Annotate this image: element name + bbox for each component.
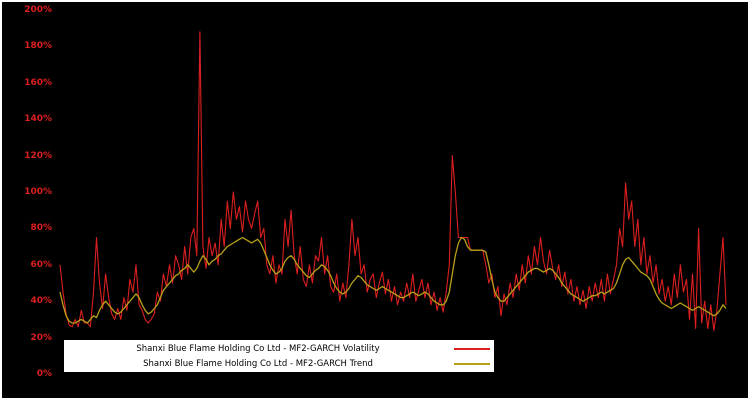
y-axis-label: 100% (24, 187, 52, 197)
y-axis-label: 160% (24, 77, 52, 88)
y-axis-label: 120% (24, 150, 52, 161)
y-axis-label: 180% (24, 41, 52, 52)
y-axis-label: 40% (30, 296, 52, 307)
volatility-line-sample (454, 347, 490, 350)
y-axis-label: 200% (24, 5, 52, 15)
y-axis-label: 20% (30, 332, 52, 343)
legend: Shanxi Blue Flame Holding Co Ltd - MF2-G… (64, 340, 494, 372)
trend-line-sample (454, 362, 490, 365)
legend-label-volatility: Shanxi Blue Flame Holding Co Ltd - MF2-G… (136, 343, 380, 354)
y-axis-label: 0% (36, 369, 52, 379)
legend-item-volatility: Shanxi Blue Flame Holding Co Ltd - MF2-G… (68, 342, 490, 356)
legend-item-trend: Shanxi Blue Flame Holding Co Ltd - MF2-G… (68, 357, 490, 371)
y-axis-label: 80% (30, 223, 52, 234)
legend-label-trend: Shanxi Blue Flame Holding Co Ltd - MF2-G… (143, 358, 373, 369)
volatility-line (59, 31, 727, 331)
y-axis-label: 140% (24, 114, 52, 125)
y-axis-label: 60% (30, 259, 52, 270)
trend-line (59, 236, 727, 324)
